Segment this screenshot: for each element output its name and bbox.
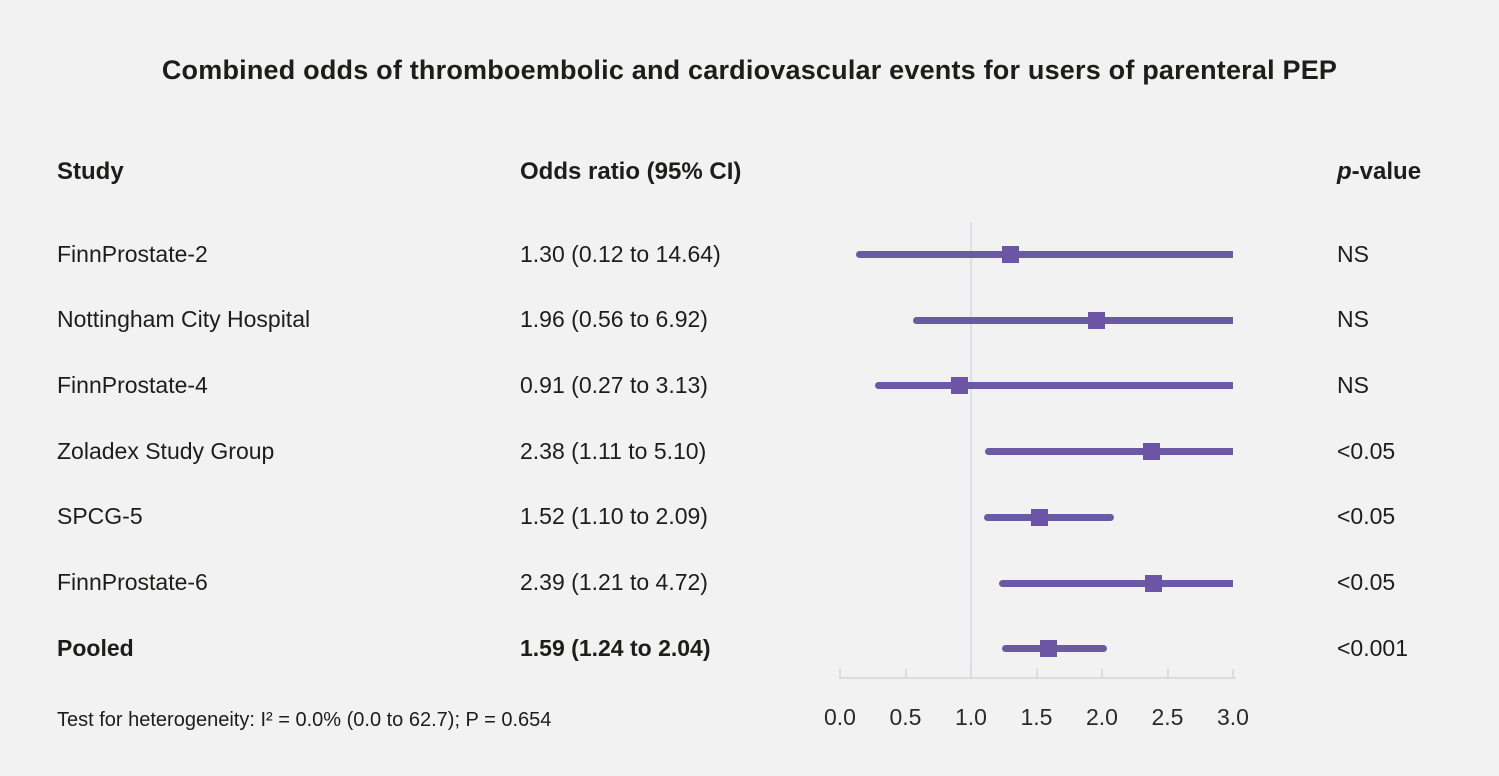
study-label: FinnProstate-6 <box>57 569 208 595</box>
odds-ratio-label: 0.91 (0.27 to 3.13) <box>520 371 708 398</box>
study-label: FinnProstate-2 <box>57 240 208 267</box>
ci-bar <box>985 448 1233 456</box>
ci-bar <box>855 251 1233 258</box>
p-value-label: NS <box>1337 371 1369 398</box>
x-axis-tick-label: 3.0 <box>1217 704 1249 730</box>
x-axis-tick <box>1035 669 1038 677</box>
study-label: Zoladex Study Group <box>57 437 275 464</box>
study-label: SPCG-5 <box>57 503 143 530</box>
column-header-p-value: p-value <box>1337 158 1422 185</box>
odds-ratio-label: 2.38 (1.11 to 5.10) <box>520 437 707 464</box>
point-estimate-marker <box>1039 640 1057 658</box>
study-label: Pooled <box>57 634 134 661</box>
x-axis-tick <box>839 669 841 677</box>
p-value-label: NS <box>1337 240 1369 267</box>
odds-ratio-label: 1.59 (1.24 to 2.04) <box>520 634 711 661</box>
p-value-label: <0.05 <box>1337 503 1396 530</box>
x-axis-tick-label: 2.5 <box>1151 704 1184 730</box>
point-estimate-marker <box>1144 574 1162 592</box>
x-axis-tick <box>1166 669 1169 677</box>
odds-ratio-label: 1.52 (1.10 to 2.09) <box>520 503 708 530</box>
x-axis-tick <box>1101 669 1103 677</box>
point-estimate-marker <box>1001 246 1019 263</box>
column-header-odds-ratio: Odds ratio (95% CI) <box>520 158 742 185</box>
p-value-label: <0.001 <box>1337 634 1408 661</box>
x-axis-tick-label: 0.5 <box>889 704 922 730</box>
p-value-label: <0.05 <box>1337 569 1396 595</box>
point-estimate-marker <box>950 377 968 395</box>
x-axis-tick-label: 2.0 <box>1086 704 1118 730</box>
x-axis-tick-label: 1.5 <box>1020 704 1053 730</box>
ci-bar <box>875 382 1233 390</box>
ci-bar <box>913 316 1233 324</box>
ci-bar <box>984 513 1114 521</box>
study-label: FinnProstate-4 <box>57 371 208 398</box>
heterogeneity-footnote: Test for heterogeneity: I² = 0.0% (0.0 t… <box>57 709 552 731</box>
p-value-label: NS <box>1337 306 1369 333</box>
x-axis-tick-label: 1.0 <box>955 704 987 730</box>
column-header-study: Study <box>57 158 124 185</box>
study-label: Nottingham City Hospital <box>57 306 311 333</box>
x-axis-tick <box>904 669 907 677</box>
point-estimate-marker <box>1088 311 1106 329</box>
ci-bar <box>998 579 1233 587</box>
odds-ratio-label: 2.39 (1.21 to 4.72) <box>520 569 708 595</box>
x-axis-tick <box>970 669 972 677</box>
odds-ratio-label: 1.30 (0.12 to 14.64) <box>520 240 721 267</box>
p-value-label: <0.05 <box>1337 437 1396 464</box>
x-axis-tick <box>1232 669 1234 677</box>
odds-ratio-label: 1.96 (0.56 to 6.92) <box>520 306 708 333</box>
figure-title: Combined odds of thromboembolic and card… <box>161 55 1338 85</box>
point-estimate-marker <box>1143 443 1161 461</box>
x-axis-line <box>839 677 1236 679</box>
reference-line <box>970 222 972 679</box>
x-axis-tick-label: 0.0 <box>824 704 856 730</box>
point-estimate-marker <box>1030 508 1048 526</box>
